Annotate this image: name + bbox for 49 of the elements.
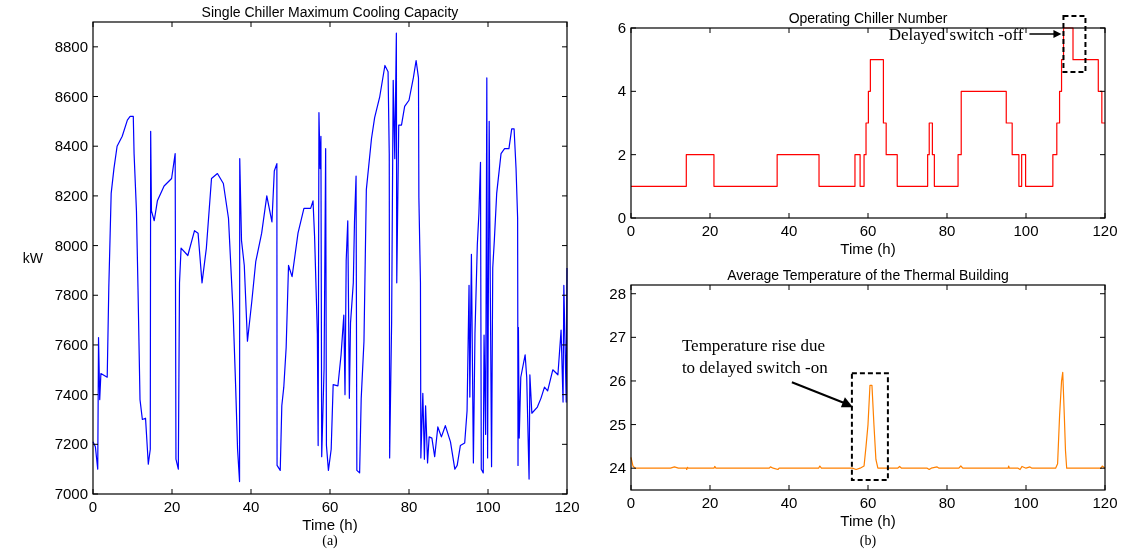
x-tick-label: 20 xyxy=(701,494,719,511)
y-tick-label: 8200 xyxy=(54,186,88,204)
y-tick-label: 8800 xyxy=(54,37,88,55)
annotation: Delayed switch -off xyxy=(888,25,1024,44)
y-tick-label: 7000 xyxy=(54,485,88,502)
x-tick-label: 80 xyxy=(938,222,956,239)
x-axis-title: Time (h) xyxy=(302,516,358,533)
y-tick-label: 8600 xyxy=(54,87,88,105)
x-tick-label: 80 xyxy=(400,498,418,515)
y-tick-label: 27 xyxy=(609,328,626,346)
x-tick-label: 100 xyxy=(475,498,501,515)
y-axis-title: kW xyxy=(22,250,44,266)
x-axis-title: Time (h) xyxy=(840,512,896,529)
x-tick-label: 40 xyxy=(780,222,798,239)
text: (a) xyxy=(322,533,339,549)
text: (b) xyxy=(859,533,877,549)
x-tick-label: 120 xyxy=(554,498,580,515)
x-tick-label: 120 xyxy=(1092,494,1118,511)
x-tick-label: 100 xyxy=(1013,494,1039,511)
y-tick-label: 7800 xyxy=(54,286,88,304)
y-tick-label: 8400 xyxy=(54,137,88,155)
y-tick-label: 25 xyxy=(609,415,626,433)
x-tick-label: 40 xyxy=(242,498,260,515)
x-tick-label: 60 xyxy=(859,494,877,511)
y-tick-label: 7200 xyxy=(54,435,88,453)
x-tick-label: 20 xyxy=(701,222,719,239)
annotation: Temperature rise due to delayed switch -on xyxy=(681,336,829,378)
y-tick-label: 0 xyxy=(617,209,626,226)
chart-title: Single Chiller Maximum Cooling Capacity xyxy=(201,4,459,20)
chart-title: Operating Chiller Number xyxy=(788,10,948,26)
y-tick-label: 6 xyxy=(617,19,626,36)
x-tick-label: 80 xyxy=(938,494,956,511)
y-tick-label: 24 xyxy=(609,459,626,477)
y-tick-label: 7600 xyxy=(54,335,88,353)
x-tick-label: 60 xyxy=(859,222,877,239)
x-tick-label: 40 xyxy=(780,494,798,511)
x-tick-label: 20 xyxy=(163,498,181,515)
x-tick-label: 120 xyxy=(1092,222,1118,239)
y-tick-label: 28 xyxy=(609,284,626,302)
x-axis-title: Time (h) xyxy=(840,240,896,257)
y-tick-label: 2 xyxy=(617,145,626,163)
x-tick-label: 60 xyxy=(321,498,339,515)
y-tick-label: 4 xyxy=(617,82,626,100)
chart-title: Average Temperature of the Thermal Building xyxy=(727,267,1009,283)
y-tick-label: 7400 xyxy=(54,385,88,403)
y-tick-label: 26 xyxy=(609,371,626,389)
x-tick-label: 100 xyxy=(1013,222,1039,239)
line-series xyxy=(92,32,568,483)
y-tick-label: 8000 xyxy=(54,236,88,254)
